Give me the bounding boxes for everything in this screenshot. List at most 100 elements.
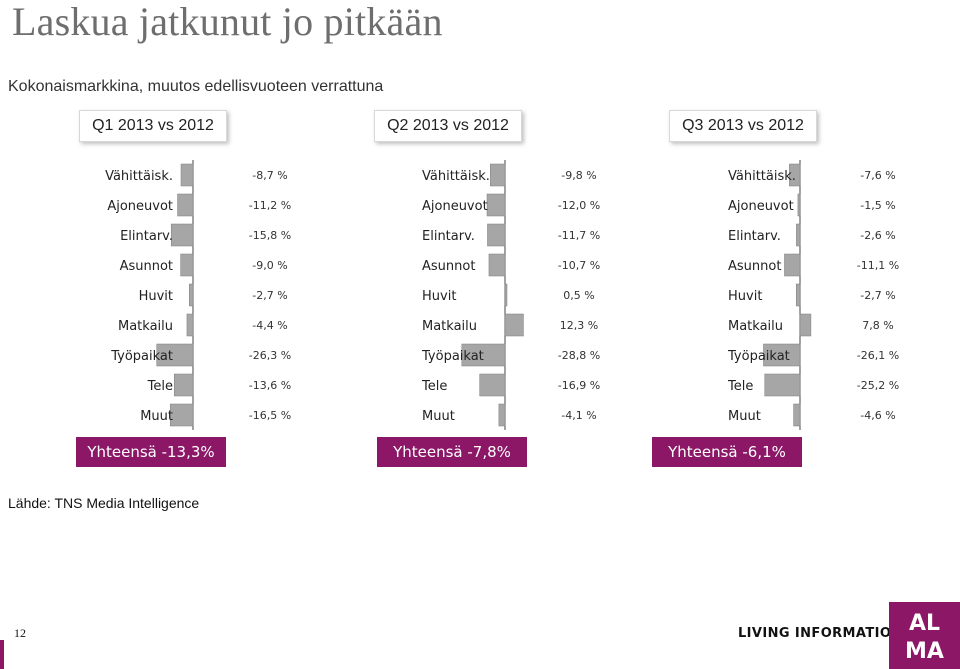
value-label: -2,7 % [860, 289, 895, 302]
category-label: Asunnot [422, 259, 475, 274]
bar-1-5 [189, 283, 194, 307]
category-label: Työpaikat [110, 349, 173, 364]
bar-1-7 [156, 343, 194, 367]
bar-3-2 [797, 193, 801, 217]
bar-chart-q3: Vähittäisk. -7,6 % Ajoneuvot -1,5 % Elintarv… [727, 160, 899, 430]
value-label: -7,6 % [860, 169, 895, 182]
value-label: -12,0 % [558, 199, 600, 212]
bar-2-9 [498, 403, 506, 427]
category-label: Muut [728, 409, 761, 424]
category-label: Huvit [728, 289, 762, 304]
source-note: Lähde: TNS Media Intelligence [8, 495, 200, 511]
category-label: Työpaikat [727, 349, 790, 364]
category-label: Elintarv. [422, 229, 475, 244]
value-label: -4,1 % [561, 409, 596, 422]
page-title: Laskua jatkunut jo pitkään [12, 0, 443, 44]
category-label: Muut [140, 409, 173, 424]
page-number: 12 [14, 626, 26, 640]
value-label: -9,8 % [561, 169, 596, 182]
bar-3-7 [763, 343, 801, 367]
chart-header-q3: Q3 2013 vs 2012 [669, 110, 817, 142]
value-label: 12,3 % [560, 319, 598, 332]
bar-1-1 [180, 163, 194, 187]
value-label: -11,1 % [857, 259, 899, 272]
value-label: -26,1 % [857, 349, 899, 362]
footer-tagline: LIVING INFORMATION [738, 626, 903, 641]
bar-3-8 [764, 373, 801, 397]
bar-1-3 [170, 223, 194, 247]
value-label: -16,9 % [558, 379, 600, 392]
bar-1-6 [186, 313, 194, 337]
value-label: -11,7 % [558, 229, 600, 242]
value-label: -8,7 % [252, 169, 287, 182]
chart-panel-q3: Vähittäisk. -7,6 % Ajoneuvot -1,5 % Elintarv… [600, 160, 900, 435]
value-label: -10,7 % [558, 259, 600, 272]
category-label: Huvit [139, 289, 173, 304]
category-label: Elintarv. [120, 229, 173, 244]
value-label: -4,6 % [860, 409, 895, 422]
value-label: -16,5 % [249, 409, 291, 422]
bar-3-6 [799, 313, 812, 337]
bar-2-2 [486, 193, 506, 217]
category-label: Työpaikat [421, 349, 484, 364]
page-accent-bar [0, 640, 4, 669]
value-label: -11,2 % [249, 199, 291, 212]
bar-2-1 [490, 163, 506, 187]
category-label: Tele [147, 379, 173, 394]
total-badge-q2: Yhteensä -7,8% [377, 437, 527, 467]
category-label: Ajoneuvot [422, 199, 488, 214]
chart-panel-q2: Vähittäisk. -9,8 % Ajoneuvot -12,0 % Elintar… [300, 160, 600, 435]
logo-text-bottom: MA [905, 639, 944, 664]
category-label: Vähittäisk. [728, 169, 796, 184]
bar-3-9 [793, 403, 801, 427]
category-label: Ajoneuvot [728, 199, 794, 214]
bar-chart-q1: Vähittäisk. -8,7 % Ajoneuvot -11,2 % Elintar… [105, 160, 291, 430]
category-label: Elintarv. [728, 229, 781, 244]
chart-header-q2: Q2 2013 vs 2012 [374, 110, 522, 142]
category-label: Asunnot [120, 259, 173, 274]
category-label: Vähittäisk. [422, 169, 490, 184]
bar-2-4 [488, 253, 506, 277]
logo-text-top: AL [909, 611, 940, 636]
category-label: Matkailu [728, 319, 783, 334]
bar-1-2 [177, 193, 194, 217]
bar-2-3 [487, 223, 506, 247]
value-label: -2,6 % [860, 229, 895, 242]
alma-logo: AL MA [889, 602, 960, 669]
bar-1-8 [173, 373, 194, 397]
bar-chart-q2: Vähittäisk. -9,8 % Ajoneuvot -12,0 % Elintar… [421, 160, 600, 430]
bar-3-5 [795, 283, 801, 307]
value-label: -9,0 % [252, 259, 287, 272]
logo-background [889, 602, 960, 669]
value-label: -25,2 % [857, 379, 899, 392]
category-label: Tele [727, 379, 753, 394]
bar-2-7 [461, 343, 506, 367]
category-label: Tele [421, 379, 447, 394]
bar-2-6 [504, 313, 524, 337]
category-label: Matkailu [118, 319, 173, 334]
value-label: -2,7 % [252, 289, 287, 302]
value-label: -28,8 % [558, 349, 600, 362]
total-badge-q1: Yhteensä -13,3% [76, 437, 226, 467]
value-label: -15,8 % [249, 229, 291, 242]
category-label: Vähittäisk. [105, 169, 173, 184]
category-label: Muut [422, 409, 455, 424]
bar-3-1 [789, 163, 801, 187]
category-label: Matkailu [422, 319, 477, 334]
value-label: -4,4 % [252, 319, 287, 332]
total-badge-q3: Yhteensä -6,1% [652, 437, 802, 467]
bar-3-4 [784, 253, 801, 277]
category-label: Asunnot [728, 259, 781, 274]
page-subtitle: Kokonaismarkkina, muutos edellisvuoteen … [8, 78, 384, 95]
bar-2-5 [504, 283, 508, 307]
bar-2-8 [479, 373, 506, 397]
bar-1-4 [180, 253, 194, 277]
bar-1-9 [169, 403, 194, 427]
chart-panel-q1: Vähittäisk. -8,7 % Ajoneuvot -11,2 % Elintar… [0, 160, 300, 435]
value-label: -1,5 % [860, 199, 895, 212]
value-label: 0,5 % [563, 289, 594, 302]
value-label: -26,3 % [249, 349, 291, 362]
category-label: Huvit [422, 289, 456, 304]
bar-3-3 [796, 223, 801, 247]
value-label: -13,6 % [249, 379, 291, 392]
